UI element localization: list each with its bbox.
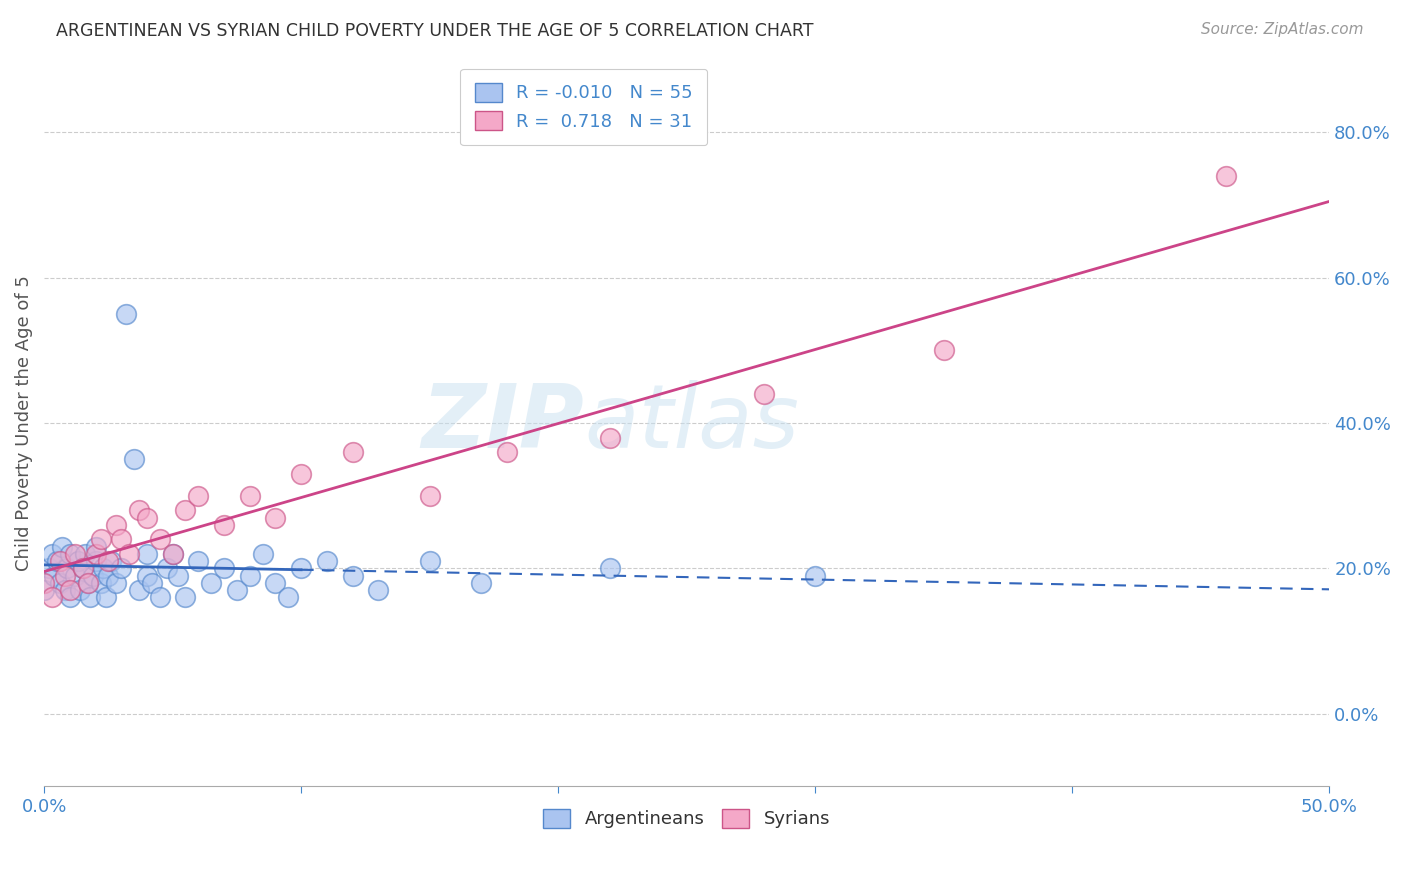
Point [75,547,97,561]
Point [932,343,955,358]
Point [342,445,364,459]
Point [162,547,184,561]
Point [187,554,209,568]
Point [752,387,775,401]
Point [38,561,60,575]
Point [53,583,76,598]
Point [599,561,621,575]
Point [290,467,312,481]
Point [470,576,492,591]
Text: ARGENTINEAN VS SYRIAN CHILD POVERTY UNDER THE AGE OF 5 CORRELATION CHART: ARGENTINEAN VS SYRIAN CHILD POVERTY UNDE… [56,22,814,40]
Point [149,591,172,605]
Point [1215,169,1237,183]
Point [91,561,114,575]
Point [174,503,197,517]
Point [41,547,63,561]
Point [174,591,197,605]
Point [32,583,55,598]
Point [105,517,128,532]
Point [72,561,94,575]
Point [200,576,222,591]
Point [51,540,73,554]
Point [367,583,389,598]
Point [41,591,63,605]
Point [599,431,621,445]
Point [59,547,82,561]
Point [48,576,70,591]
Point [110,533,132,547]
Point [63,568,86,582]
Point [277,591,299,605]
Point [63,547,86,561]
Point [53,568,76,582]
Point [122,452,145,467]
Point [76,576,98,591]
Point [84,547,107,561]
Legend: Argentineans, Syrians: Argentineans, Syrians [536,802,838,836]
Point [90,576,112,591]
Point [48,554,70,568]
Point [225,583,247,598]
Point [59,591,82,605]
Point [100,554,122,568]
Point [128,583,150,598]
Point [105,576,128,591]
Point [804,568,827,582]
Point [290,561,312,575]
Point [252,547,274,561]
Point [135,568,157,582]
Point [135,510,157,524]
Point [56,561,79,575]
Point [264,510,287,524]
Point [239,568,262,582]
Point [141,576,163,591]
Y-axis label: Child Poverty Under the Age of 5: Child Poverty Under the Age of 5 [15,275,32,571]
Point [90,533,112,547]
Point [239,489,262,503]
Point [419,489,441,503]
Point [59,583,82,598]
Point [187,489,209,503]
Point [135,547,157,561]
Point [82,568,104,582]
Point [118,547,141,561]
Point [315,554,337,568]
Point [149,533,172,547]
Point [44,568,66,582]
Point [128,503,150,517]
Point [110,561,132,575]
Point [79,591,101,605]
Point [166,568,188,582]
Point [84,554,107,568]
Text: Source: ZipAtlas.com: Source: ZipAtlas.com [1201,22,1364,37]
Point [162,547,184,561]
Point [495,445,517,459]
Point [69,583,91,598]
Point [32,576,55,591]
Point [342,568,364,582]
Text: ZIP: ZIP [422,379,583,467]
Point [212,517,235,532]
Point [84,540,107,554]
Point [76,576,98,591]
Point [46,554,69,568]
Point [66,554,89,568]
Point [156,561,179,575]
Point [97,568,120,582]
Point [94,591,117,605]
Point [97,554,120,568]
Point [264,576,287,591]
Text: atlas: atlas [583,380,799,466]
Point [419,554,441,568]
Point [72,561,94,575]
Point [212,561,235,575]
Point [115,307,138,321]
